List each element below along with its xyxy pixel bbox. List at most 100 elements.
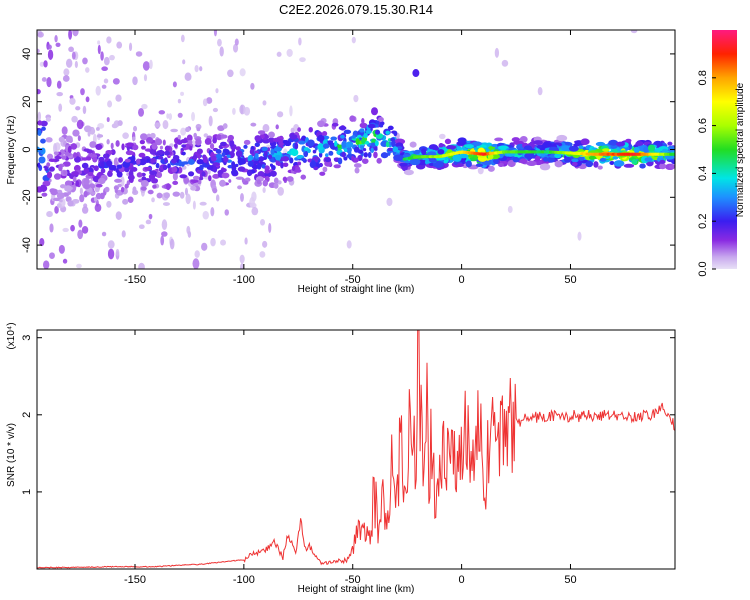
spectrogram-cell — [62, 161, 71, 167]
spectrogram-cell — [183, 177, 190, 184]
spectrogram-cell — [623, 163, 635, 168]
spectrogram-cell — [317, 143, 325, 151]
spectrogram-cell — [37, 129, 42, 137]
spectrogram-cell — [281, 155, 290, 162]
spectrogram-cell — [307, 148, 311, 154]
spectrogram-cell — [249, 148, 255, 155]
spectrogram-cell — [196, 148, 203, 155]
spectrogram-cell — [190, 185, 197, 191]
spectrogram-noise-cell — [177, 98, 182, 104]
spectrogram-noise-cell — [107, 248, 115, 260]
spectrogram-cell — [402, 154, 411, 158]
spectrogram-cell — [37, 120, 43, 126]
spectrogram-cell — [108, 164, 117, 171]
spectrogram-cell — [257, 130, 266, 135]
spectrogram-cell — [428, 157, 437, 163]
spectrogram-noise-cell — [120, 176, 125, 187]
spectrogram-noise-cell — [227, 69, 234, 78]
spectrogram-cell — [93, 196, 98, 202]
spectrogram-noise-cell — [232, 107, 236, 115]
spectrogram-cell — [162, 202, 170, 206]
spectrogram-cell — [300, 174, 307, 180]
spectrogram-cell — [602, 148, 610, 152]
spectrogram-cell — [210, 155, 217, 162]
spectrogram-noise-cell — [58, 244, 65, 254]
spectrogram-noise-cell — [77, 229, 84, 240]
spectrogram-cell — [374, 147, 378, 151]
spectrogram-cell — [193, 132, 197, 138]
spectrogram-cell — [125, 142, 134, 147]
spectrogram-noise-cell — [494, 47, 500, 58]
spectrogram-noise-cell — [49, 223, 54, 233]
spectrogram-cell — [444, 138, 452, 145]
spectrogram-noise-cell — [94, 203, 102, 212]
spectrogram-cell — [70, 143, 78, 150]
spectrogram-cell — [289, 157, 294, 164]
spectrogram-cell — [97, 177, 106, 185]
spectrogram-cell — [261, 164, 266, 169]
spectrogram-cell — [380, 152, 389, 159]
snr-scale-note: (x10⁴) — [6, 322, 17, 349]
spectrogram-cell — [667, 141, 673, 146]
spectrogram-cell — [403, 169, 414, 176]
spectrogram-cell — [122, 198, 129, 205]
spectrogram-noise-cell — [85, 67, 90, 73]
spectrogram-cell — [580, 138, 590, 146]
spectrogram-cell — [609, 160, 615, 166]
spectrogram-cell — [346, 154, 353, 159]
spectrogram-cell — [351, 135, 356, 139]
spectrogram-cell — [212, 165, 218, 173]
spectrogram-cell — [212, 137, 217, 144]
spectrogram-cell — [613, 160, 625, 167]
spectrogram-cell — [226, 154, 231, 158]
spectrogram-axes: -150 -100 -50 0 50 -40 -20 0 20 40 — [21, 30, 675, 286]
spectrogram-cell — [519, 136, 528, 143]
spectrogram-cell — [317, 120, 325, 128]
spectrogram-cell — [92, 156, 98, 163]
spectrogram-cell — [215, 153, 223, 160]
spectrogram-cell — [334, 140, 338, 147]
spectrogram-cell — [571, 161, 578, 167]
spectrogram-cell — [351, 155, 355, 162]
spectrogram-cell — [284, 141, 290, 147]
spectrogram-cell — [599, 157, 607, 162]
spectrogram-cell — [261, 146, 268, 152]
spectrogram-cell — [149, 158, 157, 163]
spectrogram-cell — [635, 141, 644, 146]
spectrogram-cell — [458, 153, 469, 159]
spectrogram-cell — [81, 162, 89, 169]
spectrogram-noise-cell — [185, 193, 191, 205]
spectrogram-noise-cell — [97, 40, 101, 45]
spectrogram-isolated-feature — [412, 69, 420, 78]
spectrogram-cell — [199, 201, 207, 206]
spectrogram-cell — [421, 148, 427, 155]
spectrogram-noise-cell — [138, 262, 145, 269]
spectrogram-noise-cell — [122, 132, 129, 139]
spectrogram-cell — [433, 146, 440, 151]
spectrogram-cell — [104, 186, 110, 193]
spectrogram-cell — [340, 134, 345, 139]
spectrogram-noise-cell — [135, 51, 143, 57]
spectrogram-cell — [56, 203, 62, 208]
spectrogram-cell — [361, 158, 369, 164]
spectrogram-cell — [254, 142, 260, 148]
spectrogram-noise-cell — [54, 35, 58, 43]
spectrogram-ytick-label: 40 — [21, 48, 33, 60]
spectrogram-cell — [219, 179, 226, 187]
spectrogram-cell — [318, 152, 323, 158]
spectrogram-cell — [376, 157, 382, 164]
spectrogram-cell — [87, 131, 91, 137]
spectrogram-cell — [365, 129, 372, 134]
spectrogram-cell — [643, 146, 649, 154]
spectrogram-cell — [83, 148, 90, 152]
spectrogram-cell — [45, 137, 53, 143]
spectrogram-cell — [337, 157, 343, 165]
spectrogram-cell — [222, 123, 228, 129]
spectrogram-cell — [147, 189, 154, 195]
spectrogram-noise-cell — [168, 113, 173, 121]
spectrogram-cell — [379, 123, 384, 128]
spectrogram-noise-cell — [202, 98, 208, 107]
spectrogram-noise-cell — [46, 77, 52, 88]
spectrogram-cell — [42, 180, 51, 187]
